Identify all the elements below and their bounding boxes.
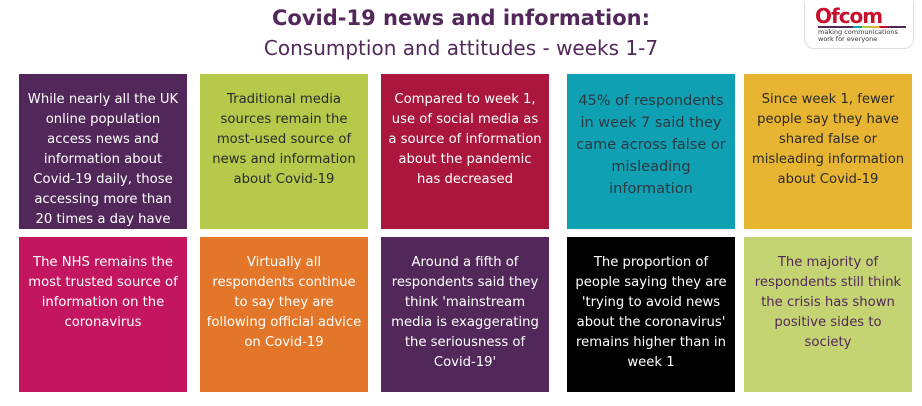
tile-text: 45% of respondents in week 7 said they c… xyxy=(576,93,726,197)
logo-tagline: making communications work for everyone xyxy=(818,28,898,43)
tile-text: The NHS remains the most trusted source … xyxy=(28,255,178,330)
info-tile: Around a fifth of respondents said they … xyxy=(381,237,549,392)
info-tile: The NHS remains the most trusted source … xyxy=(19,237,187,392)
info-tile: 45% of respondents in week 7 said they c… xyxy=(567,74,735,229)
info-tile: The proportion of people saying they are… xyxy=(567,237,735,392)
logo-wordmark: Ofcom xyxy=(815,4,883,28)
tile-text: Traditional media sources remain the mos… xyxy=(212,92,356,187)
info-tile: The majority of respondents still think … xyxy=(744,237,912,392)
tile-text: The majority of respondents still think … xyxy=(754,255,902,350)
page-title: Covid-19 news and information: xyxy=(271,6,650,30)
tile-text: Virtually all respondents continue to sa… xyxy=(206,255,362,350)
info-tile: Traditional media sources remain the mos… xyxy=(200,74,368,229)
tile-text: Since week 1, fewer people say they have… xyxy=(751,92,905,187)
tile-text: Around a fifth of respondents said they … xyxy=(391,255,539,370)
info-tile: Since week 1, fewer people say they have… xyxy=(744,74,912,229)
tile-text: The proportion of people saying they are… xyxy=(575,255,727,370)
info-tile: While nearly all the UK online populatio… xyxy=(19,74,187,247)
info-tile: Virtually all respondents continue to sa… xyxy=(200,237,368,392)
tile-text: Compared to week 1, use of social media … xyxy=(388,92,542,187)
page-subtitle: Consumption and attitudes - weeks 1-7 xyxy=(263,36,659,60)
tile-text: While nearly all the UK online populatio… xyxy=(27,92,179,247)
logo-stripe xyxy=(818,26,906,28)
info-tile: Compared to week 1, use of social media … xyxy=(381,74,549,229)
ofcom-logo: Ofcom making communications work for eve… xyxy=(804,2,914,49)
